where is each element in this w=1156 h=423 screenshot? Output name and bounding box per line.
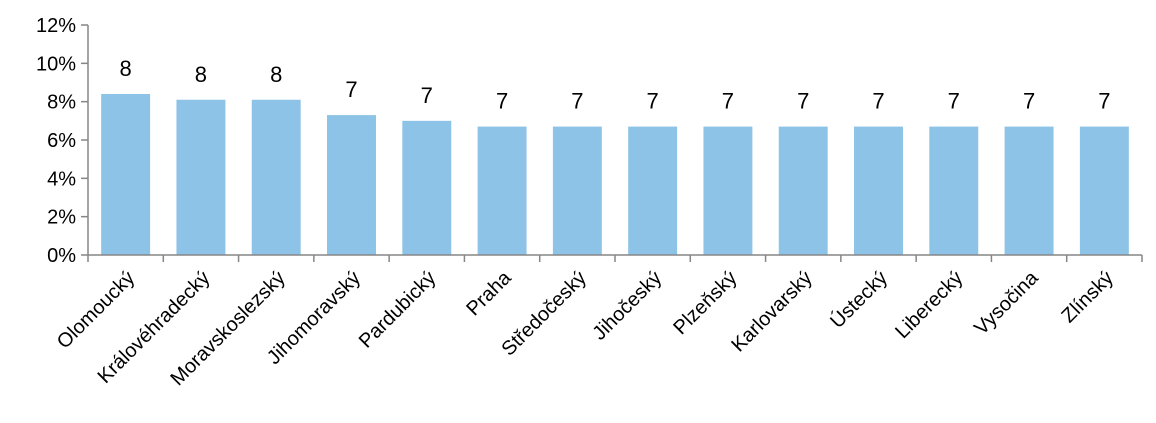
bar (327, 115, 376, 255)
bar (478, 127, 527, 255)
category-label: Plzeňský (669, 267, 741, 339)
y-tick-label: 12% (36, 15, 76, 37)
bar (703, 127, 752, 255)
y-tick-label: 0% (47, 245, 76, 267)
data-label: 7 (571, 89, 583, 114)
category-label: Pardubický (355, 267, 441, 353)
bar (553, 127, 602, 255)
data-label: 8 (195, 62, 207, 87)
data-label: 7 (722, 89, 734, 114)
bar (101, 94, 150, 255)
data-label: 7 (421, 83, 433, 108)
category-label: Liberecký (891, 267, 967, 343)
bar (176, 100, 225, 255)
x-axis: OlomouckýKrálovéhradeckýMoravskoslezskýJ… (53, 255, 1142, 390)
data-label: 7 (345, 77, 357, 102)
data-label: 7 (1023, 89, 1035, 114)
bar (929, 127, 978, 255)
bar (628, 127, 677, 255)
bar (1005, 127, 1054, 255)
bar (402, 121, 451, 255)
y-tick-label: 4% (47, 168, 76, 190)
bar (1080, 127, 1129, 255)
y-tick-label: 6% (47, 130, 76, 152)
data-label: 8 (120, 56, 132, 81)
category-label: Ústecký (825, 266, 892, 333)
data-label: 7 (797, 89, 809, 114)
data-label: 7 (1098, 89, 1110, 114)
bar (252, 100, 301, 255)
y-axis: 0% 2% 4% 6% 8% 10% 12% (36, 15, 88, 267)
bar (854, 127, 903, 255)
bars (101, 94, 1129, 255)
y-tick-label: 10% (36, 53, 76, 75)
y-tick-label: 2% (47, 207, 76, 229)
data-label: 7 (647, 89, 659, 114)
category-label: Karlovarský (727, 267, 816, 356)
category-label: Jihočeský (589, 267, 667, 345)
data-label: 8 (270, 62, 282, 87)
bar (779, 127, 828, 255)
data-label: 7 (496, 89, 508, 114)
data-label: 7 (948, 89, 960, 114)
category-label: Vysočina (970, 266, 1043, 339)
category-label: Praha (462, 266, 516, 320)
y-tick-label: 8% (47, 92, 76, 114)
category-label: Zlínský (1058, 267, 1118, 327)
data-label: 7 (872, 89, 884, 114)
